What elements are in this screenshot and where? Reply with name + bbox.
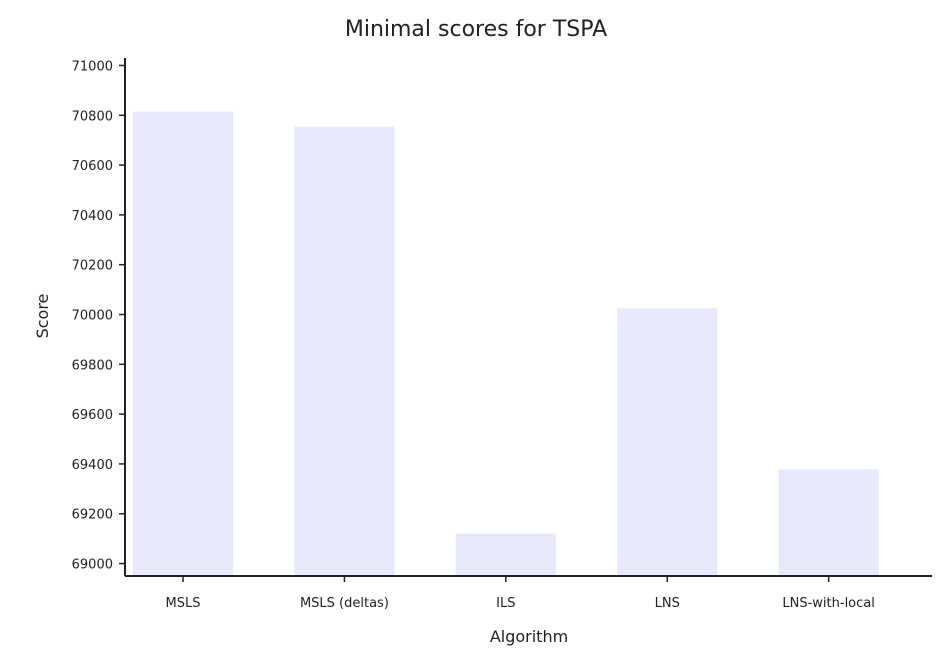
chart-title: Minimal scores for TSPA bbox=[345, 17, 607, 42]
bar bbox=[617, 308, 718, 576]
y-tick-label: 70200 bbox=[72, 259, 113, 274]
x-axis: MSLS MSLS (deltas) ILS LNS LNS-with-local bbox=[125, 575, 932, 611]
x-tick-label: MSLS (deltas) bbox=[300, 596, 389, 611]
y-tick-label: 69600 bbox=[72, 408, 113, 423]
x-tick-label: ILS bbox=[496, 596, 515, 611]
x-tick-label: LNS-with-local bbox=[782, 596, 874, 611]
bar bbox=[778, 469, 879, 576]
y-tick-label: 70600 bbox=[72, 159, 113, 174]
y-tick-label: 69000 bbox=[72, 558, 113, 573]
y-tick-label: 71000 bbox=[72, 59, 113, 74]
y-axis-label: Score bbox=[33, 294, 52, 339]
bar bbox=[133, 111, 234, 576]
x-tick-label: LNS bbox=[655, 596, 680, 611]
bars-group bbox=[133, 111, 879, 576]
x-tick-label: MSLS bbox=[166, 596, 201, 611]
y-tick-label: 69200 bbox=[72, 508, 113, 523]
y-tick-label: 70400 bbox=[72, 209, 113, 224]
y-tick-label: 70800 bbox=[72, 109, 113, 124]
y-tick-label: 69400 bbox=[72, 458, 113, 473]
y-tick-label: 70000 bbox=[72, 309, 113, 324]
bar bbox=[455, 533, 556, 576]
y-tick-label: 69800 bbox=[72, 358, 113, 373]
bar bbox=[294, 126, 395, 576]
x-axis-label: Algorithm bbox=[490, 627, 568, 646]
y-axis: 69000 69200 69400 69600 69800 70000 70200 70400… bbox=[72, 58, 126, 576]
